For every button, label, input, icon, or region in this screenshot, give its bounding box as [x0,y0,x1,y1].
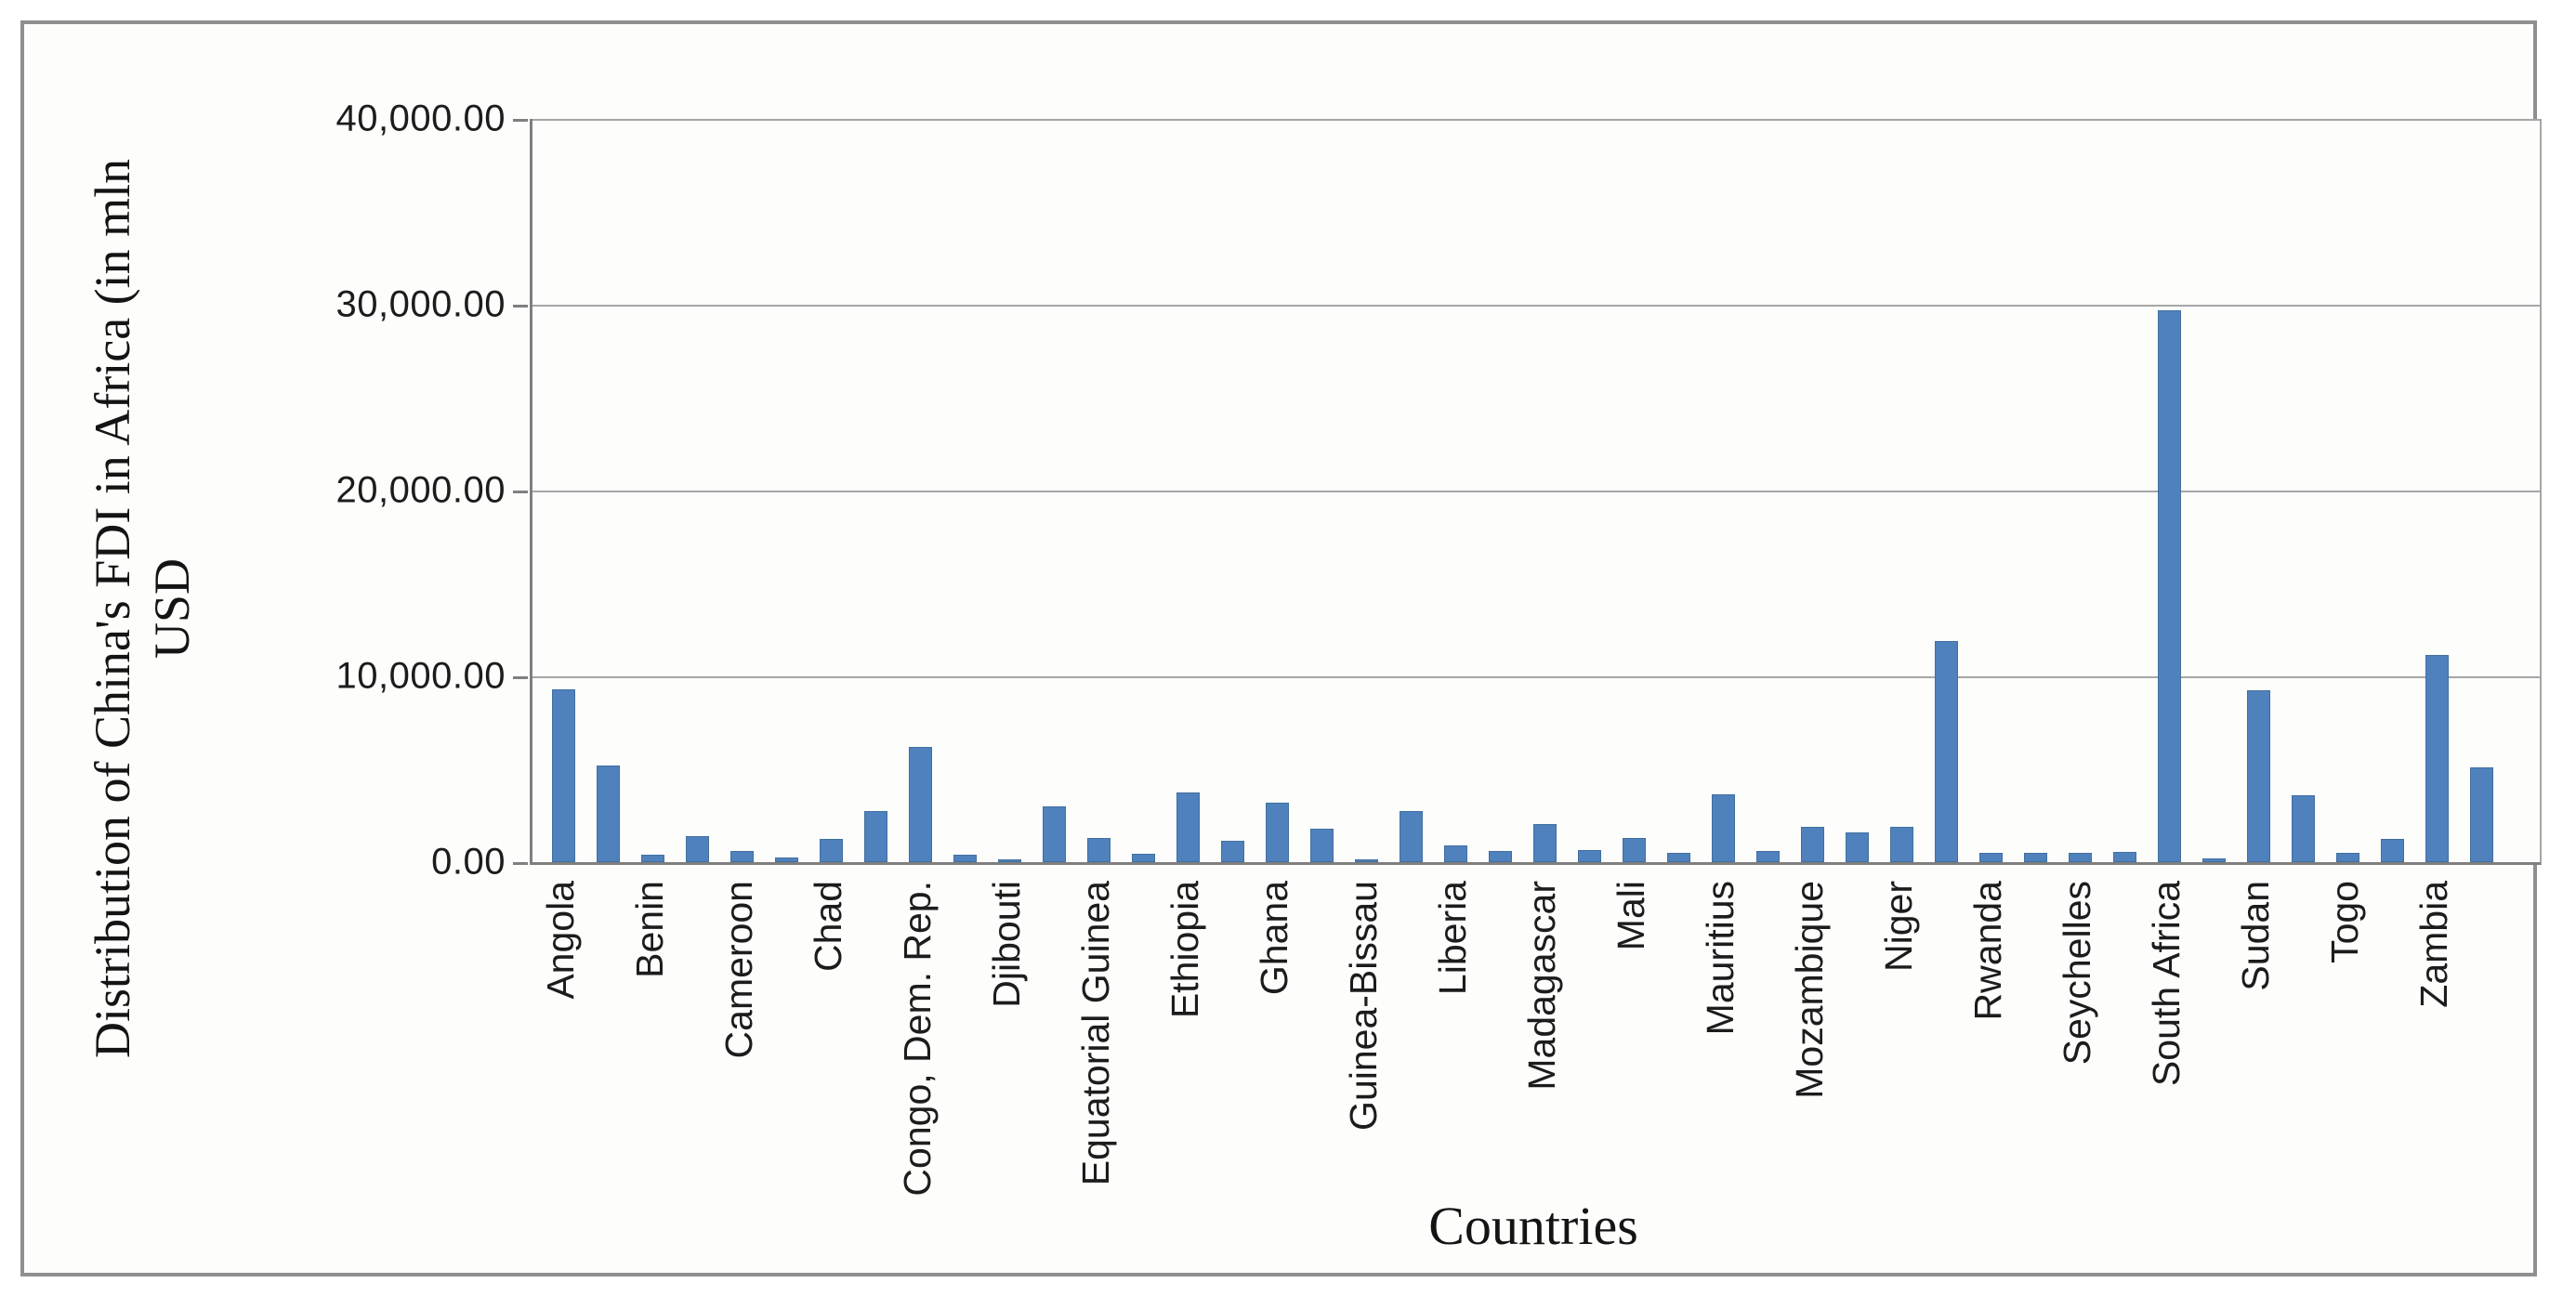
y-tick-mark [513,119,528,122]
bar-unlabeled-14 [1131,854,1155,862]
bar-unlabeled-26 [1666,853,1690,862]
bar-unlabeled-32 [1934,641,1958,862]
bar-Mozambique [1800,827,1824,862]
y-tick-mark [513,305,528,308]
bar-unlabeled-2 [596,766,620,862]
bar-Togo [2335,853,2359,862]
bar-unlabeled-4 [685,836,709,862]
bar-Mauritius [1711,794,1735,862]
x-label-Angola: Angola [539,881,582,1000]
bar-Benin [640,855,664,862]
x-label-Benin: Benin [628,881,671,978]
x-label-Ethiopia: Ethiopia [1163,881,1206,1019]
bar-Guinea-Bissau [1354,859,1378,862]
gridline-10000 [532,676,2540,678]
x-label-Cameroon: Cameroon [717,881,760,1059]
x-label-Guinea-Bissau: Guinea-Bissau [1342,881,1385,1131]
bar-unlabeled-12 [1042,806,1066,862]
bar-Sudan [2246,690,2270,862]
x-label-Zambia: Zambia [2412,881,2455,1008]
y-tick-label: 0.00 [431,841,506,883]
x-label-Ghana: Ghana [1253,881,1295,996]
bar-unlabeled-8 [863,811,887,862]
bar-unlabeled-30 [1845,832,1869,862]
x-label-Rwanda: Rwanda [1966,881,2009,1021]
x-label-Togo: Togo [2323,881,2366,963]
bar-unlabeled-6 [774,857,798,862]
bar-unlabeled-40 [2291,795,2315,862]
bar-Zambia [2425,655,2449,862]
bar-unlabeled-18 [1309,829,1334,862]
gridline-20000 [532,491,2540,492]
x-label-Mozambique: Mozambique [1788,881,1831,1099]
x-label-Niger: Niger [1877,881,1920,972]
bar-unlabeled-36 [2112,852,2136,862]
gridline-30000 [532,305,2540,307]
bar-Chad [819,839,843,862]
x-label-Liberia: Liberia [1431,881,1474,996]
bar-unlabeled-16 [1220,841,1244,862]
gridline-40000 [532,119,2540,121]
bar-Djibouti [997,859,1021,862]
bar-Liberia [1443,845,1467,862]
x-label-Seychelles: Seychelles [2056,881,2098,1066]
x-label-Mali: Mali [1610,881,1652,951]
y-tick-mark [513,491,528,493]
bar-unlabeled-38 [2201,858,2226,862]
bar-Angola [551,689,575,862]
bar-Equatorial Guinea [1086,838,1111,862]
x-label-Chad: Chad [807,881,849,973]
bar-Congo, Dem. Rep. [908,747,932,862]
y-axis-title: Distribution of China's FDI in Africa (i… [85,158,200,1059]
x-axis-title: Countries [1428,1196,1638,1256]
x-label-Congo, Dem. Rep.: Congo, Dem. Rep. [896,881,939,1197]
x-label-Djibouti: Djibouti [985,881,1028,1008]
bar-Madagascar [1532,824,1557,862]
y-tick-label: 10,000.00 [335,655,506,697]
bar-Cameroon [729,851,754,862]
bar-unlabeled-28 [1755,851,1780,862]
x-label-Madagascar: Madagascar [1520,881,1563,1091]
bar-unlabeled-22 [1488,851,1512,862]
bar-unlabeled-10 [953,855,977,862]
bar-unlabeled-44 [2469,767,2493,862]
x-label-Equatorial Guinea: Equatorial Guinea [1074,881,1117,1186]
bar-Ethiopia [1176,792,1200,862]
y-tick-label: 20,000.00 [335,469,506,511]
bar-Rwanda [1978,853,2003,862]
bar-unlabeled-42 [2380,839,2404,862]
plot-area [530,119,2542,865]
bar-unlabeled-24 [1577,850,1601,862]
y-tick-label: 30,000.00 [335,283,506,325]
bar-unlabeled-34 [2023,853,2047,862]
bar-Mali [1622,838,1646,862]
x-label-South Africa: South Africa [2145,881,2188,1087]
bar-South Africa [2157,310,2181,862]
x-label-Sudan: Sudan [2234,881,2277,991]
y-tick-label: 40,000.00 [335,98,506,139]
bar-Seychelles [2068,853,2092,862]
x-label-Mauritius: Mauritius [1699,881,1741,1036]
bar-Niger [1889,827,1913,862]
y-tick-mark [513,862,528,865]
bar-Ghana [1265,803,1289,862]
bar-unlabeled-20 [1399,811,1423,862]
y-tick-mark [513,676,528,679]
